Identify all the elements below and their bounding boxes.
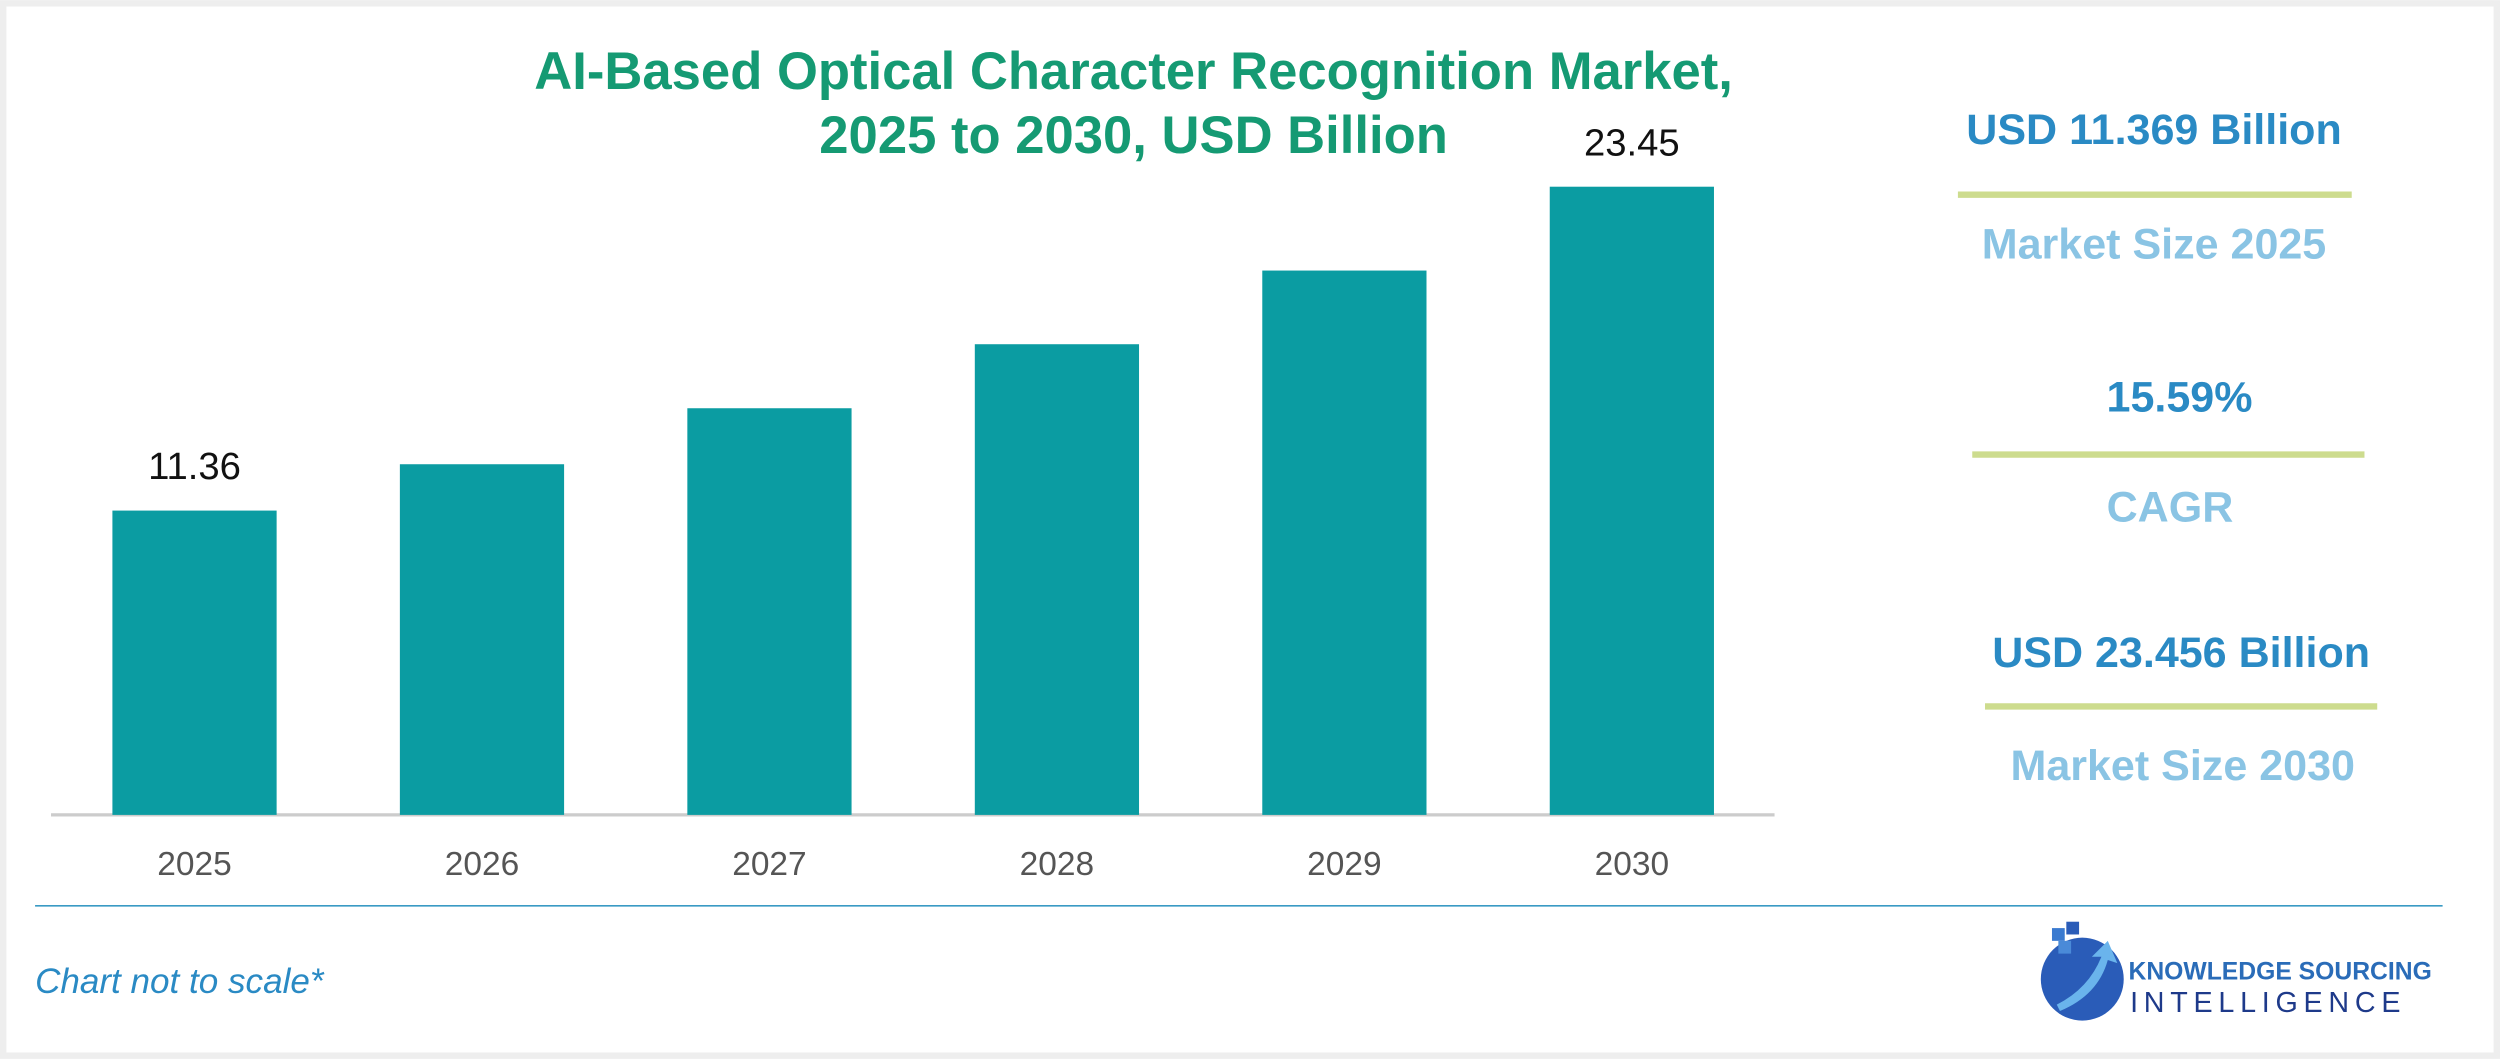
chart-title: AI-Based Optical Character Recognition M… <box>534 42 1733 101</box>
data-label: 23.45 <box>1584 121 1680 164</box>
stat-label: CAGR <box>2107 484 2234 532</box>
x-tick-label: 2030 <box>1595 846 1669 883</box>
logo-icon <box>2040 921 2124 1021</box>
stat-value: USD 23.456 Billion <box>1992 629 2370 677</box>
bar <box>112 510 277 815</box>
data-label: 11.36 <box>148 445 241 488</box>
x-tick-label: 2026 <box>445 846 519 883</box>
stat-label: Market Size 2025 <box>1982 221 2326 269</box>
footnote: Chart not to scale* <box>35 962 325 1001</box>
logo-text: INTELLIGENCE <box>2130 987 2406 1019</box>
bar <box>399 464 565 815</box>
x-tick-label: 2027 <box>732 846 806 883</box>
bar <box>974 344 1140 815</box>
bar <box>1549 186 1714 815</box>
stat-label: Market Size 2030 <box>2010 742 2354 790</box>
logo-text: KNOWLEDGE SOURCING <box>2129 958 2432 985</box>
stat-value: 15.59% <box>2107 374 2253 422</box>
x-tick-label: 2029 <box>1307 846 1381 883</box>
x-tick-label: 2025 <box>157 846 231 883</box>
bar <box>687 408 852 815</box>
bar <box>1262 270 1427 815</box>
x-tick-label: 2028 <box>1020 846 1094 883</box>
stat-value: USD 11.369 Billion <box>1966 106 2341 154</box>
chart-title: 2025 to 2030, USD Billion <box>819 106 1448 165</box>
